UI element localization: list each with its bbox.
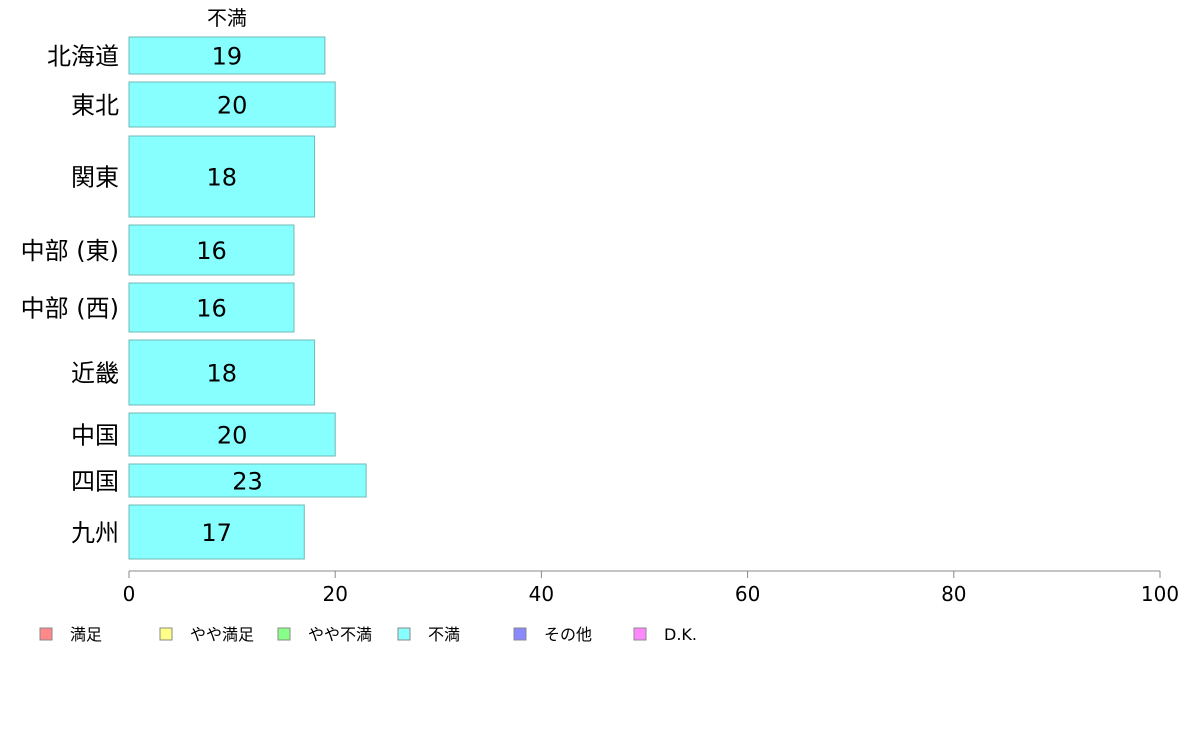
bar [128, 36, 326, 75]
legend-swatch [513, 627, 527, 641]
category-label: 中国 [71, 422, 119, 450]
legend-swatch [633, 627, 647, 641]
bar-value-label: 18 [207, 360, 238, 388]
category-label: 中部 (西) [21, 295, 119, 323]
category-label: 近畿 [71, 360, 119, 388]
legend-label: その他 [544, 625, 592, 644]
category-label: 北海道 [47, 43, 119, 71]
bar [128, 282, 295, 333]
bar-value-label: 20 [217, 422, 248, 450]
category-label: 四国 [71, 468, 119, 496]
bar [128, 135, 316, 218]
bar-value-label: 18 [207, 164, 238, 192]
legend-label: D.K. [664, 625, 697, 644]
bar-value-label: 16 [196, 295, 227, 323]
bar [128, 339, 316, 406]
bar-value-label: 20 [217, 92, 248, 120]
bar-value-label: 16 [196, 237, 227, 265]
legend-label: やや満足 [190, 625, 254, 644]
category-label: 関東 [71, 164, 119, 192]
x-tick-label: 0 [123, 582, 136, 606]
bar-value-label: 19 [212, 43, 243, 71]
bar-value-label: 23 [232, 468, 263, 496]
legend-swatch [159, 627, 173, 641]
legend-label: 不満 [428, 625, 460, 644]
x-tick-label: 60 [735, 582, 760, 606]
x-tick-label: 20 [322, 582, 347, 606]
bar [128, 224, 295, 276]
legend-swatch [397, 627, 411, 641]
x-tick-label: 40 [529, 582, 554, 606]
bar [128, 463, 367, 498]
bar [128, 81, 336, 128]
bar-value-label: 17 [201, 519, 232, 547]
category-label: 中部 (東) [21, 237, 119, 265]
bar [128, 412, 336, 457]
x-tick-label: 100 [1141, 582, 1179, 606]
bar [128, 504, 305, 560]
legend-label: やや不満 [308, 625, 372, 644]
x-tick-label: 80 [941, 582, 966, 606]
category-label: 九州 [71, 519, 119, 547]
legend-swatch [39, 627, 53, 641]
series-header: 不満 [207, 6, 247, 30]
legend-swatch [277, 627, 291, 641]
legend-label: 満足 [70, 625, 102, 644]
category-label: 東北 [71, 92, 119, 120]
